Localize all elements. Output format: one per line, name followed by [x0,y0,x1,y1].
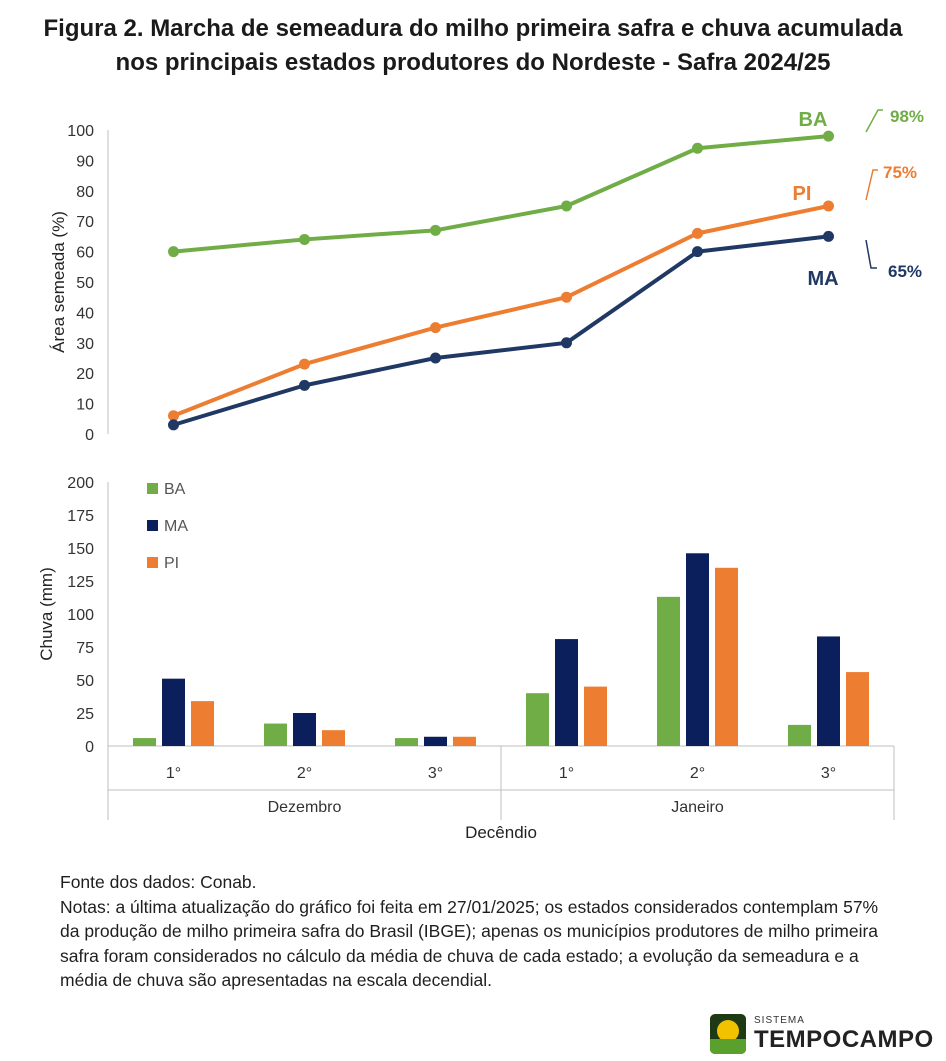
line-point-pi [299,358,310,370]
line-point-ba [168,246,179,258]
bar-ma-6 [817,636,840,746]
line-y-tick-label: 30 [76,336,94,353]
line-point-pi [561,291,572,303]
bar-y-tick-label: 150 [67,541,94,558]
logo-icon [710,1014,746,1054]
bar-ma-3 [424,736,447,746]
line-point-pi [692,227,703,239]
line-point-ma [168,419,179,431]
line-end-label-ba: 98% [890,107,924,126]
bar-x-tick-label: 1° [166,765,181,782]
bar-y-tick-label: 125 [67,574,94,591]
line-point-ba [561,200,572,212]
bar-ba-6 [788,724,811,746]
line-y-axis-label: Área semeada (%) [49,211,68,353]
leader-line-ma [865,239,877,269]
line-y-tick-label: 20 [76,366,94,383]
line-y-tick-label: 90 [76,153,94,170]
line-point-ma [561,337,572,349]
bar-y-axis-label: Chuva (mm) [37,567,56,661]
line-point-ma [299,379,310,391]
bar-y-tick-label: 200 [67,475,94,492]
legend-label-ba: BA [164,481,186,498]
bar-ba-2 [264,723,287,746]
logo-small-text: SISTEMA [754,1015,805,1026]
bar-x-tick-label: 1° [559,765,574,782]
title-line-1: Figura 2. Marcha de semeadura do milho p… [43,15,903,42]
line-end-label-ma: 65% [888,262,922,281]
line-y-tick-label: 50 [76,275,94,292]
leader-line-ba [865,109,883,133]
chart-title: Figura 2. Marcha de semeadura do milho p… [0,12,946,80]
leader-line-pi [865,169,878,201]
bar-x-tick-label: 2° [690,765,705,782]
legend-label-pi: PI [164,555,179,572]
bar-ba-1 [133,738,156,746]
bar-ma-5 [686,553,709,746]
bar-y-tick-label: 175 [67,508,94,525]
bar-y-tick-label: 75 [76,640,94,657]
tempocampo-logo: SISTEMA TEMPOCAMPO [710,1012,933,1056]
line-point-ma [430,352,441,364]
bar-ma-4 [555,639,578,746]
line-point-ba [299,233,310,245]
line-series-name-ma: MA [807,268,838,290]
bar-x-tick-label: 3° [821,765,836,782]
line-series-ba [173,134,829,254]
line-y-tick-label: 70 [76,214,94,231]
line-point-ba [692,142,703,154]
bar-ma-1 [162,678,185,746]
logo-big-text: TEMPOCAMPO [754,1026,934,1053]
bar-pi-6 [846,672,869,746]
bar-x-tick-label: 2° [297,765,312,782]
line-y-tick-label: 0 [85,427,94,444]
line-point-pi [168,410,179,422]
month-label: Dezembro [268,799,342,816]
line-end-label-pi: 75% [883,163,917,182]
bar-y-tick-label: 50 [76,673,94,690]
line-y-tick-label: 100 [67,123,94,140]
line-point-pi [430,322,441,334]
line-y-tick-label: 10 [76,397,94,414]
bar-x-axis-label: Decêndio [465,823,537,842]
bar-y-tick-label: 0 [85,739,94,756]
chart-canvas: 0 10 20 30 40 50 60 70 80 90 100 Área semeada (%) BA… [37,107,924,842]
line-point-ba [430,224,441,236]
legend-label-ma: MA [164,518,188,535]
bar-pi-4 [584,686,607,746]
bar-x-tick-label: 3° [428,765,443,782]
line-y-tick-label: 80 [76,184,94,201]
bar-y-tick-label: 25 [76,706,94,723]
bar-pi-3 [453,736,476,746]
bar-ma-2 [293,713,316,746]
line-point-ma [823,230,834,242]
line-y-tick-label: 40 [76,305,94,322]
line-point-ba [823,130,834,142]
bar-ba-5 [657,596,680,746]
legend-swatch-pi [147,557,158,568]
line-point-pi [823,200,834,212]
notes-text: Notas: a última atualização do gráfico f… [60,896,879,991]
bar-pi-1 [191,701,214,746]
bar-ba-4 [526,693,549,746]
line-series-name-ba: BA [799,109,828,131]
line-series-name-pi: PI [793,183,812,205]
legend-swatch-ma [147,520,158,531]
bar-ba-3 [395,738,418,746]
bar-pi-2 [322,730,345,746]
source-note: Fonte dos dados: Conab. [60,872,257,892]
line-series-ma [172,234,829,427]
notes-block: Fonte dos dados: Conab. Notas: a última … [60,870,880,993]
line-point-ma [692,246,703,258]
line-series-pi [172,204,829,418]
title-line-2: nos principais estados produtores do Nor… [115,49,831,76]
legend-swatch-ba [147,483,158,494]
line-y-tick-label: 60 [76,245,94,262]
month-label: Janeiro [671,799,724,816]
bar-pi-5 [715,567,738,746]
bar-y-tick-label: 100 [67,607,94,624]
